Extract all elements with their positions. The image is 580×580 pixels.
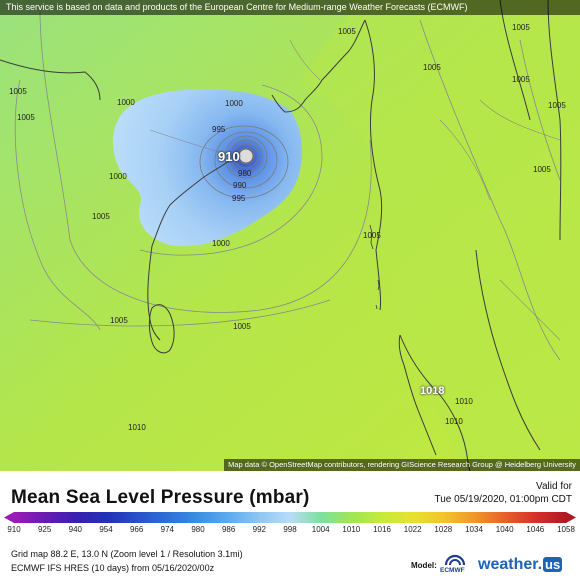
isobar-label: 1005 (512, 23, 530, 32)
pressure-color-scale: 910 925 940 954 966 974 980 986 992 998 1004 1010 10… (0, 510, 580, 536)
map-title: Mean Sea Level Pressure (mbar) (11, 487, 310, 508)
isobar-label: 1005 (9, 87, 27, 96)
isobar-label: 1010 (445, 417, 463, 426)
ecmwf-logo: ECMWF (440, 552, 470, 576)
scale-tick-label: 998 (283, 525, 297, 534)
scale-tick-label: 1040 (495, 525, 514, 534)
isobar-label: 1005 (17, 113, 35, 122)
isobar-label: 1005 (110, 316, 128, 325)
scale-ticks: 910 925 940 954 966 974 980 986 992 998 1004 1010 10… (0, 525, 580, 536)
model-label: Model: (411, 561, 437, 570)
color-bar (4, 512, 576, 523)
scale-tick-label: 1034 (465, 525, 483, 534)
scale-tick-label: 1022 (403, 525, 422, 534)
low-center-label: 910 (218, 149, 240, 164)
brand-us: us (543, 557, 563, 572)
brand-main: weather. (478, 556, 543, 573)
scale-tick-label: 925 (37, 525, 52, 534)
scale-tick-label: 1058 (557, 525, 575, 534)
ecmwf-logo-icon (444, 554, 466, 566)
isobar-label: 1005 (548, 101, 566, 110)
grid-info: Grid map 88.2 E, 13.0 N (Zoom level 1 / … (11, 549, 243, 559)
scale-tick-label: 1028 (434, 525, 453, 534)
valid-time: Tue 05/19/2020, 01:00pm CDT (434, 494, 573, 505)
isobar-label: 995 (212, 125, 226, 134)
isobar-label: 1000 (212, 239, 230, 248)
pressure-map[interactable]: This service is based on data and produc… (0, 0, 580, 471)
map-canvas (0, 0, 580, 471)
scale-tick-label: 980 (191, 525, 205, 534)
model-info: ECMWF IFS HRES (10 days) from 05/16/2020… (11, 563, 215, 573)
isobar-label: 1000 (225, 99, 243, 108)
isobar-label: 980 (238, 169, 252, 178)
isobar-label: 1005 (233, 322, 251, 331)
isobar-label: 1005 (92, 212, 110, 221)
scale-tick-label: 974 (160, 525, 175, 534)
legend-footer (0, 471, 580, 580)
scale-tick-label: 1016 (373, 525, 391, 534)
isobar-label: 995 (232, 194, 246, 203)
scale-tick-label: 1046 (526, 525, 545, 534)
isobar-label: 1010 (455, 397, 473, 406)
scale-max-arrow (566, 512, 576, 523)
scale-tick-label: 940 (68, 525, 83, 534)
scale-tick-label: 992 (252, 525, 267, 534)
isobar-label: 1000 (117, 98, 135, 107)
scale-tick-label: 966 (129, 525, 144, 534)
weather-us-logo[interactable]: weather. us (478, 556, 563, 574)
isobar-label: 1005 (423, 63, 441, 72)
isobar-label: 1000 (109, 172, 127, 181)
ecmwf-logo-text: ECMWF (440, 567, 465, 574)
sri-lanka-outline (148, 304, 175, 354)
scale-tick-label: 954 (99, 525, 113, 534)
scale-tick-label: 910 (7, 525, 21, 534)
isobar-label: 1005 (363, 231, 381, 240)
scale-tick-label: 1004 (311, 525, 330, 534)
scale-tick-label: 1010 (342, 525, 361, 534)
low-pressure-area (112, 89, 302, 247)
valid-label: Valid for (536, 481, 572, 492)
isobar-label: 1005 (533, 165, 551, 174)
ecmwf-attribution-banner: This service is based on data and produc… (0, 0, 580, 15)
isobar-label: 1005 (338, 27, 356, 36)
map-credit: Map data © OpenStreetMap contributors, r… (224, 459, 580, 471)
isobar-label: 1010 (128, 423, 146, 432)
scale-tick-label: 986 (221, 525, 236, 534)
high-label: 1018 (420, 385, 445, 397)
isobar-label: 990 (233, 181, 247, 190)
scale-gradient (14, 512, 566, 523)
isobar-label: 1005 (512, 75, 530, 84)
scale-min-arrow (4, 512, 14, 523)
